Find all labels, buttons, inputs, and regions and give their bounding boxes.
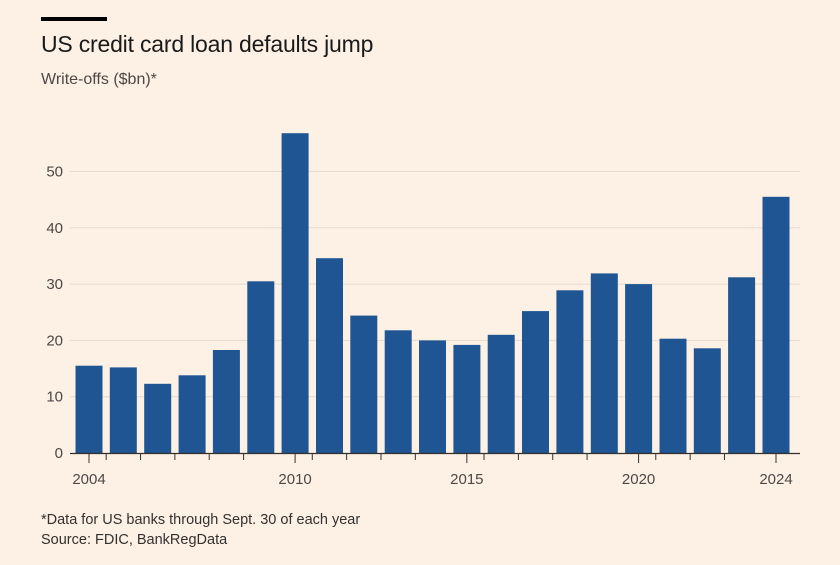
bars bbox=[75, 133, 790, 454]
bar-2007 bbox=[178, 375, 206, 453]
bar-2008 bbox=[212, 350, 240, 453]
bar-2014 bbox=[419, 340, 446, 453]
bar-2023 bbox=[728, 277, 756, 453]
y-tick-label: 50 bbox=[46, 164, 63, 181]
chart-title: US credit card loan defaults jump bbox=[41, 31, 374, 57]
y-tick-label: 30 bbox=[46, 276, 63, 293]
chart-subtitle: Write-offs ($bn)* bbox=[41, 71, 157, 88]
bar-2004 bbox=[75, 365, 103, 453]
y-tick-label: 0 bbox=[55, 445, 63, 462]
bar-2010 bbox=[281, 133, 309, 453]
y-tick-label: 20 bbox=[46, 332, 63, 349]
source-note: Source: FDIC, BankRegData bbox=[41, 532, 228, 548]
x-tick-label-2010: 2010 bbox=[278, 471, 311, 488]
bar-2016 bbox=[487, 334, 515, 453]
bar-2005 bbox=[109, 367, 137, 453]
x-tick-label-2024: 2024 bbox=[759, 471, 792, 488]
bar-2018 bbox=[556, 290, 584, 453]
bar-2013 bbox=[384, 330, 412, 453]
x-tick-label-2004: 2004 bbox=[72, 471, 105, 488]
y-tick-label: 10 bbox=[46, 389, 63, 406]
footnote: *Data for US banks through Sept. 30 of e… bbox=[41, 512, 361, 528]
ft-top-bar bbox=[41, 17, 107, 21]
bar-2012 bbox=[350, 315, 378, 453]
y-axis-ticks: 0 10 20 30 40 50 bbox=[46, 164, 63, 463]
bar-2011 bbox=[316, 258, 343, 453]
y-tick-label: 40 bbox=[46, 220, 63, 237]
bar-2021 bbox=[659, 338, 687, 453]
bar-2024 bbox=[762, 196, 790, 454]
bar-2015 bbox=[453, 344, 481, 453]
bar-2017 bbox=[522, 311, 549, 453]
bar-2019 bbox=[590, 273, 618, 453]
bar-2020 bbox=[625, 284, 653, 453]
bar-2022 bbox=[693, 348, 721, 453]
x-tick-label-2020: 2020 bbox=[622, 471, 655, 488]
x-tick-label-2015: 2015 bbox=[450, 471, 483, 488]
bar-2009 bbox=[247, 281, 275, 453]
bar-2006 bbox=[144, 383, 172, 453]
x-axis: 2004 2010 2015 2020 2024 bbox=[70, 452, 800, 488]
